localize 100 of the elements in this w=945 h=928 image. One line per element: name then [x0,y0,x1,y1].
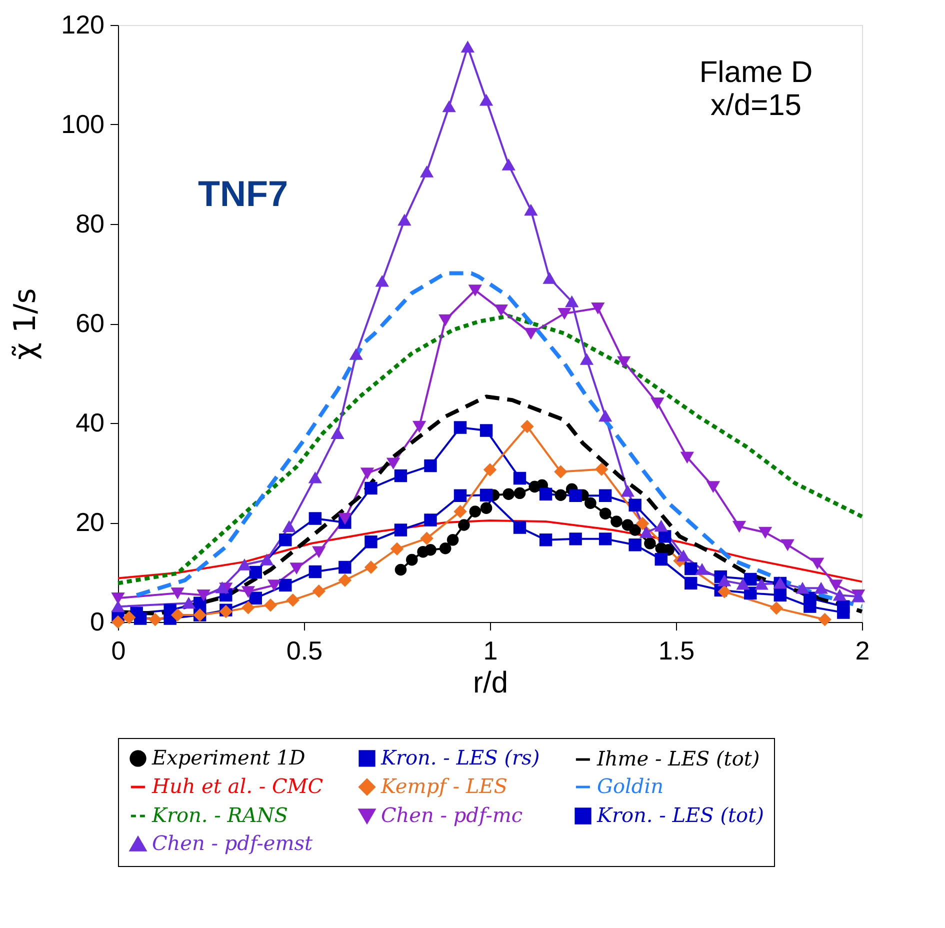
point [390,542,404,556]
point [628,498,642,512]
legend-label: Experiment 1D [151,745,306,770]
point [502,159,515,170]
point [312,546,326,558]
point [480,488,493,502]
point [331,428,344,440]
point [569,532,582,546]
point [837,606,850,619]
y-tick-label: 20 [76,507,104,537]
point [770,602,783,614]
point [134,612,147,625]
point [592,302,604,314]
x-tick-label: 0.5 [286,636,323,666]
point [736,578,750,590]
legend-label: Kron. - LES (tot) [596,803,764,827]
point [290,562,303,574]
point [796,582,809,594]
x-tick-label: 1.5 [658,636,695,666]
y-tick-label: 0 [90,606,104,636]
point [264,598,277,612]
legend-label: Huh et al. - CMC [151,774,324,798]
point [677,550,690,562]
legend-label: Kron. - LES (rs) [380,745,540,770]
point [696,564,708,575]
point [732,520,746,532]
point [774,588,787,602]
x-axis-title: r/d [472,666,508,700]
point [480,424,493,437]
point [338,574,352,587]
point [554,465,568,478]
point [424,459,437,472]
point [286,594,300,606]
legend-label: Kron. - RANS [151,803,288,827]
point [628,538,642,552]
point [454,489,467,502]
point [122,611,136,624]
y-tick-label: 100 [61,109,104,139]
point [394,564,407,576]
point [249,592,262,604]
point [580,354,594,365]
point [718,575,731,586]
point [618,356,630,368]
point [502,488,514,500]
point [804,600,816,613]
point [514,487,526,500]
point [539,534,552,546]
point [242,601,255,614]
annotation: x/d=15 [710,89,802,122]
point [439,542,452,554]
point [621,486,634,497]
point [494,304,508,316]
point [755,578,768,590]
point [364,482,378,495]
point [398,214,411,226]
point [394,524,408,536]
x-tick-label: 0 [111,636,126,666]
point [480,94,493,106]
point [654,520,668,532]
point [148,613,162,626]
point [238,559,251,570]
point [758,526,772,538]
point [584,497,596,509]
point [442,101,456,112]
point [658,530,672,543]
y-tick-label: 80 [76,208,104,238]
point [651,398,664,409]
y-axis-title: χ̃ 1/s [8,288,44,360]
point [308,472,322,484]
legend-label: Kempf - LES [380,774,508,798]
point [744,572,757,586]
legend-label: Chen - pdf-emst [152,831,314,855]
point [406,554,418,566]
point [598,532,612,546]
point [781,539,794,550]
point [644,538,656,550]
point [249,566,262,579]
point [558,308,571,320]
point [565,296,578,308]
point [364,560,378,574]
point [386,458,400,469]
point [524,204,538,216]
point [439,314,452,326]
y-tick-label: 60 [76,308,104,338]
point [484,463,496,476]
point [468,284,482,296]
point [598,489,612,502]
point [350,348,362,360]
point [811,558,824,569]
point [112,600,124,612]
legend-label: Chen - pdf-mc [381,803,523,827]
point [242,586,255,598]
point [338,560,352,574]
point [268,580,281,591]
annotation: Flame D [699,56,813,89]
point [636,517,649,530]
point [461,41,474,52]
legend-label: Goldin [597,774,664,798]
point [680,452,694,463]
point [814,582,828,594]
